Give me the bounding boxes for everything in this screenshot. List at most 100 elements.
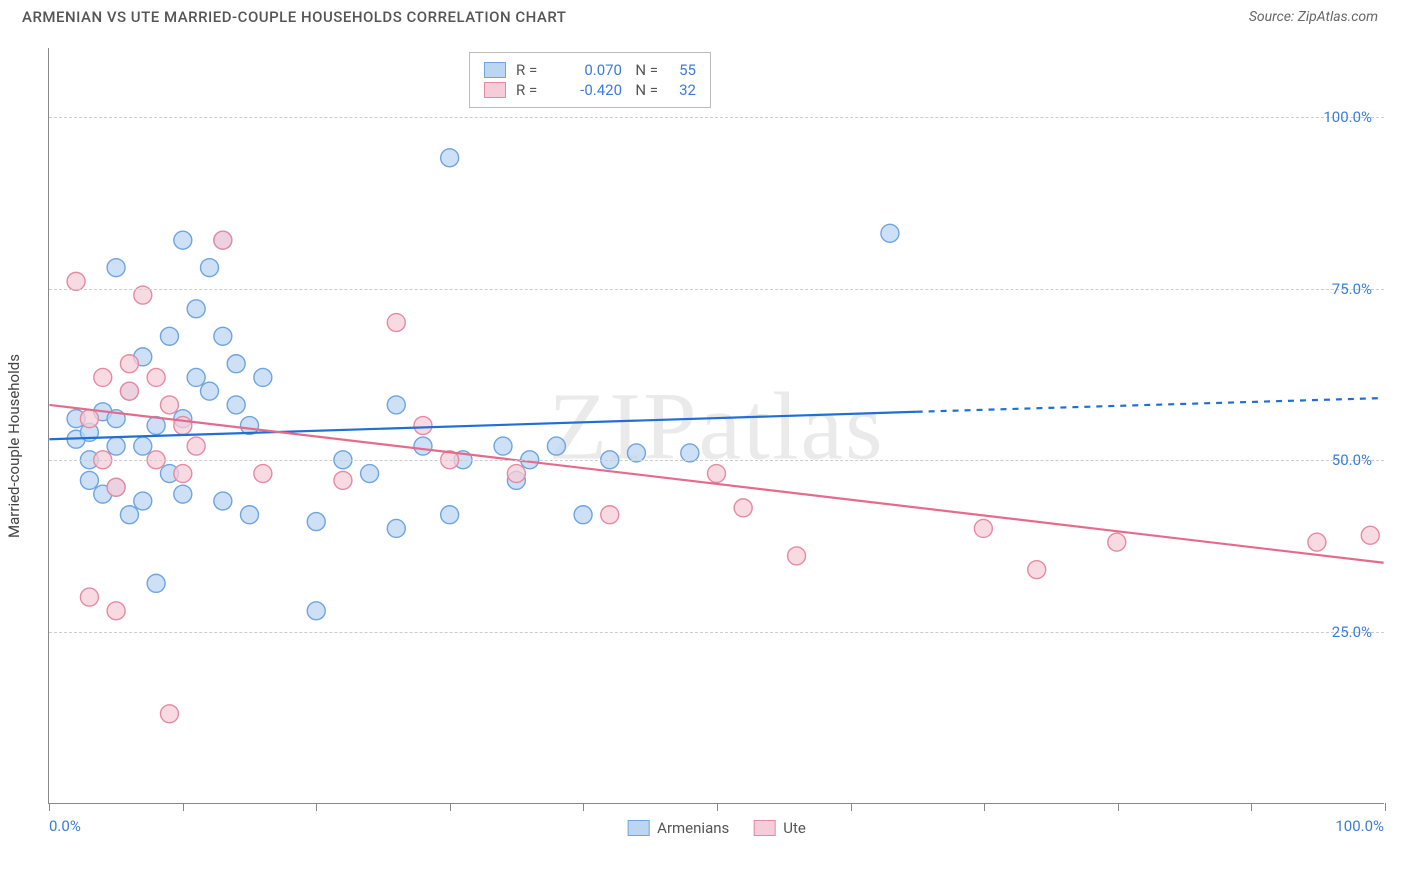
- data-point: [974, 519, 992, 537]
- gridline: [49, 460, 1384, 461]
- x-tick: [717, 803, 718, 811]
- gridline: [49, 117, 1384, 118]
- data-point: [174, 465, 192, 483]
- x-tick: [450, 803, 451, 811]
- x-axis-min-label: 0.0%: [49, 817, 81, 835]
- data-point: [881, 224, 899, 242]
- data-point: [241, 506, 259, 524]
- data-point: [201, 259, 219, 277]
- x-tick: [851, 803, 852, 811]
- data-point: [1361, 526, 1379, 544]
- data-point: [134, 492, 152, 510]
- data-point: [387, 314, 405, 332]
- correlation-legend: R = 0.070 N = 55 R = -0.420 N = 32: [469, 52, 711, 108]
- legend-n-value-armenians: 55: [668, 61, 696, 79]
- legend-n-label: N =: [632, 61, 658, 79]
- gridline: [49, 289, 1384, 290]
- source-label: Source: ZipAtlas.com: [1249, 9, 1378, 25]
- x-tick: [49, 803, 50, 811]
- x-tick: [1385, 803, 1386, 811]
- data-point: [441, 149, 459, 167]
- data-point: [174, 485, 192, 503]
- data-point: [254, 465, 272, 483]
- x-tick: [183, 803, 184, 811]
- data-point: [387, 396, 405, 414]
- data-point: [1028, 561, 1046, 579]
- data-point: [201, 382, 219, 400]
- plot-area: ZIPatlas R = 0.070 N = 55 R = -0.420 N =…: [48, 48, 1384, 804]
- data-point: [120, 506, 138, 524]
- data-point: [334, 471, 352, 489]
- legend-r-label: R =: [516, 81, 552, 99]
- data-point: [494, 437, 512, 455]
- swatch-armenians: [484, 62, 506, 78]
- chart-svg: [49, 48, 1384, 803]
- swatch-ute: [484, 82, 506, 98]
- data-point: [120, 382, 138, 400]
- data-point: [214, 231, 232, 249]
- data-point: [160, 327, 178, 345]
- data-point: [627, 444, 645, 462]
- data-point: [361, 465, 379, 483]
- series-legend: Armenians Ute: [627, 819, 806, 837]
- data-point: [160, 396, 178, 414]
- legend-item-ute: Ute: [753, 819, 806, 837]
- data-point: [1108, 533, 1126, 551]
- data-point: [227, 396, 245, 414]
- data-point: [307, 602, 325, 620]
- chart-title: ARMENIAN VS UTE MARRIED-COUPLE HOUSEHOLD…: [22, 8, 566, 26]
- data-point: [574, 506, 592, 524]
- y-tick-label: 100.0%: [1323, 108, 1372, 126]
- data-point: [547, 437, 565, 455]
- x-axis-max-label: 100.0%: [1335, 817, 1384, 835]
- legend-r-label: R =: [516, 61, 552, 79]
- data-point: [1308, 533, 1326, 551]
- x-tick: [984, 803, 985, 811]
- data-point: [160, 705, 178, 723]
- data-point: [187, 368, 205, 386]
- trend-line: [49, 405, 1383, 563]
- trend-line-extrapolated: [917, 398, 1384, 412]
- data-point: [254, 368, 272, 386]
- legend-r-value-ute: -0.420: [562, 81, 622, 99]
- data-point: [107, 437, 125, 455]
- data-point: [107, 602, 125, 620]
- data-point: [80, 471, 98, 489]
- data-point: [187, 300, 205, 318]
- y-axis-title: Married-couple Households: [5, 354, 23, 538]
- data-point: [147, 574, 165, 592]
- data-point: [174, 231, 192, 249]
- data-point: [307, 513, 325, 531]
- data-point: [507, 465, 525, 483]
- data-point: [734, 499, 752, 517]
- data-point: [681, 444, 699, 462]
- legend-n-label: N =: [632, 81, 658, 99]
- data-point: [134, 437, 152, 455]
- legend-row-armenians: R = 0.070 N = 55: [484, 61, 696, 79]
- swatch-ute-bottom: [753, 820, 775, 836]
- data-point: [147, 368, 165, 386]
- legend-r-value-armenians: 0.070: [562, 61, 622, 79]
- data-point: [214, 492, 232, 510]
- data-point: [414, 417, 432, 435]
- legend-item-armenians: Armenians: [627, 819, 729, 837]
- x-tick: [316, 803, 317, 811]
- legend-row-ute: R = -0.420 N = 32: [484, 81, 696, 99]
- x-tick: [1118, 803, 1119, 811]
- data-point: [788, 547, 806, 565]
- y-tick-label: 50.0%: [1332, 451, 1372, 469]
- data-point: [708, 465, 726, 483]
- gridline: [49, 632, 1384, 633]
- data-point: [601, 506, 619, 524]
- legend-label-ute: Ute: [783, 819, 806, 837]
- data-point: [441, 506, 459, 524]
- x-tick: [1251, 803, 1252, 811]
- y-tick-label: 25.0%: [1332, 623, 1372, 641]
- legend-n-value-ute: 32: [668, 81, 696, 99]
- legend-label-armenians: Armenians: [657, 819, 729, 837]
- data-point: [214, 327, 232, 345]
- data-point: [414, 437, 432, 455]
- data-point: [94, 368, 112, 386]
- swatch-armenians-bottom: [627, 820, 649, 836]
- data-point: [187, 437, 205, 455]
